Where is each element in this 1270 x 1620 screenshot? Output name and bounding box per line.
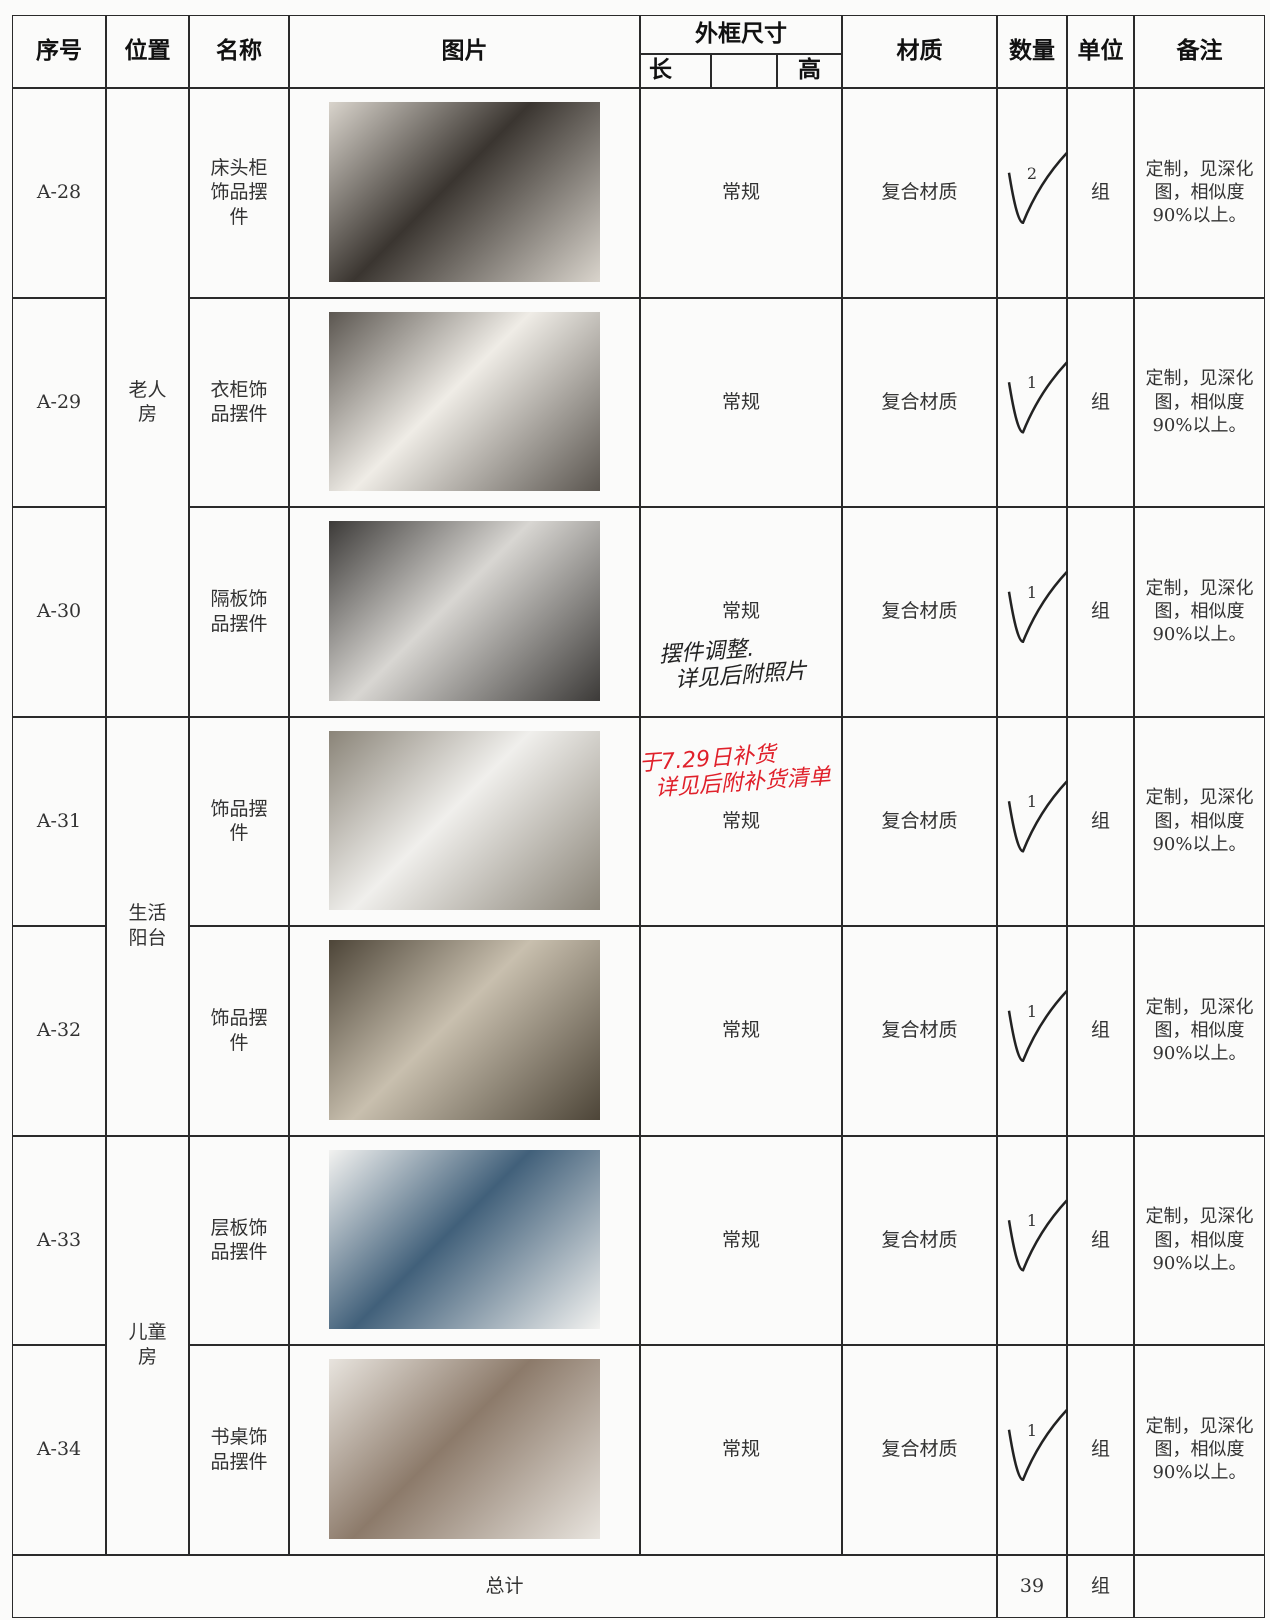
size-cell: 常规 <box>640 297 842 507</box>
photo-cell <box>289 926 640 1136</box>
qty-cell: 1 <box>997 716 1067 926</box>
id-cell: A-33 <box>12 1135 106 1345</box>
location-cell: 生活阳台 <box>106 716 189 1136</box>
photo <box>329 940 600 1120</box>
name-cell: 书桌饰品摆件 <box>189 1345 289 1555</box>
note-cell: 定制，见深化图，相似度90%以上。 <box>1134 926 1265 1136</box>
header-cell: 外框尺寸 <box>640 15 842 54</box>
name-cell: 隔板饰品摆件 <box>189 507 289 717</box>
qty-cell: 2 <box>997 88 1067 298</box>
total-unit-cell: 组 <box>1067 1554 1134 1618</box>
size-cell: 常规 <box>640 88 842 298</box>
name-cell: 饰品摆件 <box>189 926 289 1136</box>
unit-cell: 组 <box>1067 297 1134 507</box>
id-cell: A-29 <box>12 297 106 507</box>
size-cell: 常规 <box>640 716 842 926</box>
photo-cell <box>289 507 640 717</box>
id-cell: A-31 <box>12 716 106 926</box>
check-mark <box>1007 1408 1068 1482</box>
name-cell: 层板饰品摆件 <box>189 1135 289 1345</box>
id-cell: A-30 <box>12 507 106 717</box>
photo <box>329 311 600 491</box>
unit-cell: 组 <box>1067 88 1134 298</box>
material-cell: 复合材质 <box>842 926 997 1136</box>
qty-cell: 1 <box>997 297 1067 507</box>
photo-cell <box>289 297 640 507</box>
note-cell: 定制，见深化图，相似度90%以上。 <box>1134 1345 1265 1555</box>
check-mark <box>1007 1199 1068 1272</box>
header-sub-cell: 长 <box>640 54 711 88</box>
handwritten-note: 摆件调整. 详见后附照片 <box>658 633 807 696</box>
check-mark <box>1007 151 1068 225</box>
note-cell: 定制，见深化图，相似度90%以上。 <box>1134 297 1265 507</box>
photo <box>329 1149 600 1329</box>
id-cell: A-28 <box>12 88 106 298</box>
note-cell: 定制，见深化图，相似度90%以上。 <box>1134 507 1265 717</box>
note-cell: 定制，见深化图，相似度90%以上。 <box>1134 1135 1265 1345</box>
size-cell: 常规 <box>640 926 842 1136</box>
unit-cell: 组 <box>1067 926 1134 1136</box>
name-cell: 床头柜饰品摆件 <box>189 88 289 298</box>
header-cell: 单位 <box>1067 15 1134 88</box>
id-cell: A-34 <box>12 1345 106 1555</box>
qty-cell: 1 <box>997 926 1067 1136</box>
qty-cell: 1 <box>997 1135 1067 1345</box>
size-cell: 常规 <box>640 507 842 717</box>
id-cell: A-32 <box>12 926 106 1136</box>
header-cell: 备注 <box>1134 15 1265 88</box>
unit-cell: 组 <box>1067 1135 1134 1345</box>
qty-cell: 1 <box>997 507 1067 717</box>
name-cell: 衣柜饰品摆件 <box>189 297 289 507</box>
header-cell: 名称 <box>189 15 289 88</box>
qty-cell: 1 <box>997 1345 1067 1555</box>
total-label-cell: 总计 <box>12 1554 997 1618</box>
unit-cell: 组 <box>1067 1345 1134 1555</box>
total-qty-cell: 39 <box>997 1554 1067 1618</box>
photo <box>329 1359 600 1539</box>
location-cell: 老人房 <box>106 88 189 717</box>
photo-cell <box>289 1345 640 1555</box>
material-cell: 复合材质 <box>842 1345 997 1555</box>
total-note-cell <box>1134 1554 1265 1618</box>
photo <box>329 730 600 910</box>
unit-cell: 组 <box>1067 716 1134 926</box>
unit-cell: 组 <box>1067 507 1134 717</box>
material-cell: 复合材质 <box>842 716 997 926</box>
check-mark <box>1007 361 1068 434</box>
header-cell: 位置 <box>106 15 189 88</box>
photo-cell <box>289 716 640 926</box>
header-sub-cell: 高 <box>777 54 842 88</box>
photo-cell <box>289 1135 640 1345</box>
photo-cell <box>289 88 640 298</box>
check-mark <box>1007 780 1068 853</box>
check-mark <box>1007 989 1068 1063</box>
name-cell: 饰品摆件 <box>189 716 289 926</box>
material-cell: 复合材质 <box>842 297 997 507</box>
header-cell: 序号 <box>12 15 106 88</box>
material-cell: 复合材质 <box>842 1135 997 1345</box>
check-mark <box>1007 570 1068 644</box>
header-cell: 数量 <box>997 15 1067 88</box>
size-cell: 常规 <box>640 1345 842 1555</box>
material-cell: 复合材质 <box>842 507 997 717</box>
material-cell: 复合材质 <box>842 88 997 298</box>
note-cell: 定制，见深化图，相似度90%以上。 <box>1134 716 1265 926</box>
location-cell: 儿童房 <box>106 1135 189 1555</box>
size-cell: 常规 <box>640 1135 842 1345</box>
header-sub-cell <box>711 54 777 88</box>
photo <box>329 102 600 282</box>
header-cell: 材质 <box>842 15 997 88</box>
header-cell: 图片 <box>289 15 640 88</box>
note-cell: 定制，见深化图，相似度90%以上。 <box>1134 88 1265 298</box>
photo <box>329 521 600 701</box>
